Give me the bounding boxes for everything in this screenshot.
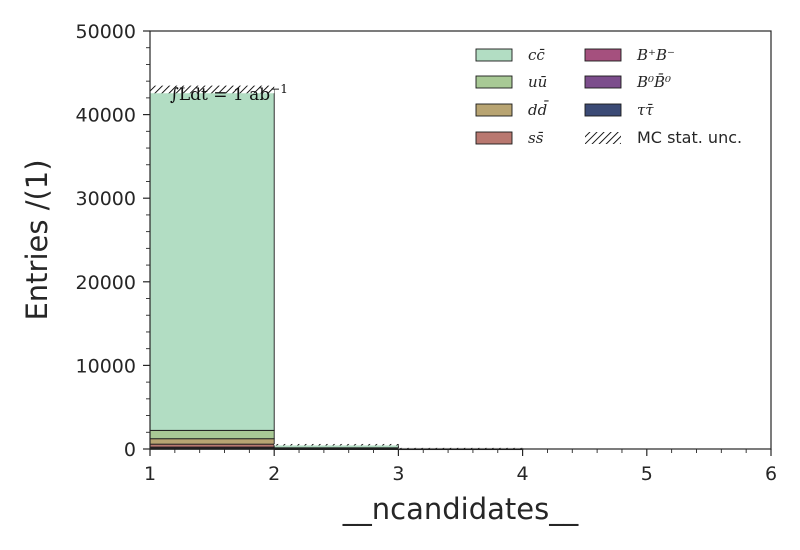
legend: cc̄ uū dd̄ ss̄ B⁺B⁻ B⁰B̄⁰ ττ̄ MC stat. unc. bbox=[475, 46, 742, 147]
legend-swatch bbox=[475, 75, 513, 89]
y-tick-label: 20000 bbox=[76, 272, 136, 294]
legend-label: MC stat. unc. bbox=[637, 128, 742, 147]
legend-item-series: ττ̄ bbox=[584, 101, 654, 119]
x-tick-label: 3 bbox=[392, 463, 404, 485]
luminosity-annotation: ∫Ldt = 1 ab−1 bbox=[170, 82, 288, 105]
y-tick-label: 30000 bbox=[76, 188, 136, 210]
y-axis-ticks: 0 10000 20000 30000 40000 50000 bbox=[76, 21, 150, 461]
legend-label: B⁰B̄⁰ bbox=[636, 73, 671, 91]
x-tick-label: 4 bbox=[517, 463, 529, 485]
legend-label: dd̄ bbox=[528, 101, 549, 119]
bar-dd-bin-1 bbox=[149, 438, 275, 445]
legend-swatch bbox=[584, 103, 622, 117]
uncertainty-band-bin-2 bbox=[274, 443, 399, 446]
x-axis-ticks: 1 2 3 4 5 6 bbox=[144, 449, 777, 485]
legend-label: ss̄ bbox=[528, 129, 544, 147]
bar-uu-bin-1 bbox=[149, 429, 275, 440]
legend-swatch bbox=[475, 131, 513, 145]
x-tick-label: 6 bbox=[765, 463, 777, 485]
legend-swatch bbox=[584, 48, 622, 62]
y-tick-label: 0 bbox=[124, 439, 136, 461]
legend-label: uū bbox=[528, 73, 547, 91]
y-tick-label: 40000 bbox=[76, 105, 136, 127]
y-axis-label: Entries /(1) bbox=[20, 159, 54, 320]
x-axis-label: __ncandidates__ bbox=[342, 492, 579, 526]
luminosity-exponent: −1 bbox=[270, 82, 288, 96]
x-tick-label: 1 bbox=[144, 463, 156, 485]
legend-item-ss: ss̄ bbox=[475, 129, 544, 147]
legend-swatch bbox=[585, 132, 621, 144]
legend-item-cc: cc̄ bbox=[475, 46, 545, 64]
x-tick-label: 2 bbox=[268, 463, 280, 485]
luminosity-text: ∫Ldt = 1 ab bbox=[170, 85, 270, 105]
legend-label: B⁺B⁻ bbox=[636, 46, 675, 64]
bar-cc-bin-1 bbox=[149, 88, 275, 431]
legend-item-uu: uū bbox=[475, 73, 547, 91]
legend-item-mc-stat-unc: MC stat. unc. bbox=[585, 128, 742, 147]
y-tick-label: 50000 bbox=[76, 21, 136, 43]
legend-item-b0b-0: B⁰B̄⁰ bbox=[584, 73, 671, 91]
luminosity-label: ∫Ldt = 1 ab−1 bbox=[170, 82, 288, 105]
histogram-bars bbox=[149, 88, 524, 451]
legend-swatch bbox=[475, 103, 513, 117]
plot-frame bbox=[149, 30, 772, 450]
legend-swatch bbox=[475, 48, 513, 62]
legend-label: ττ̄ bbox=[637, 101, 654, 119]
legend-swatch bbox=[584, 75, 622, 89]
legend-item-b-b: B⁺B⁻ bbox=[584, 46, 675, 64]
legend-item-dd: dd̄ bbox=[475, 101, 549, 119]
uncertainty-band-bin-1 bbox=[150, 85, 275, 94]
y-tick-label: 10000 bbox=[76, 355, 136, 377]
legend-label: cc̄ bbox=[528, 46, 545, 64]
x-tick-label: 5 bbox=[641, 463, 653, 485]
